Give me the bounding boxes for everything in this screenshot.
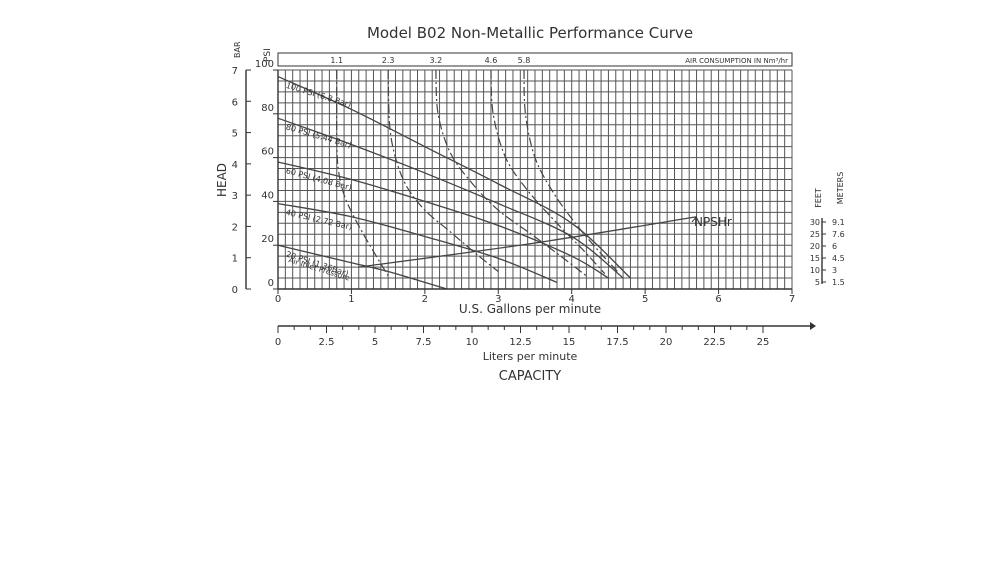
x-tick-label: 6 bbox=[715, 294, 721, 305]
air-header-box bbox=[277, 52, 793, 67]
air-value-label: 1.1 bbox=[330, 56, 343, 65]
feet-tick-label: 25 bbox=[810, 230, 820, 239]
feet-tick-label: 5 bbox=[815, 278, 820, 287]
bar-axis-label: BAR bbox=[233, 41, 242, 58]
series-line-2 bbox=[277, 161, 609, 279]
meters-tick-label: 9.1 bbox=[832, 218, 845, 227]
air-consumption-label: AIR CONSUMPTION IN Nm³/hr bbox=[685, 57, 788, 65]
chart-title: Model B02 Non-Metallic Performance Curve bbox=[367, 24, 693, 42]
x-axis-title: U.S. Gallons per minute bbox=[459, 302, 601, 316]
tick-labels: 0 1 2 3 4 5 6 7 0 20 40 60 80 100 0 1 2 3 4 5 6 7 0 2.5 5 7.5 10 12… bbox=[232, 56, 845, 348]
lpm-tick-label: 25 bbox=[757, 337, 770, 348]
x-tick-label: 2 bbox=[422, 294, 428, 305]
x-tick-label: 4 bbox=[569, 294, 575, 305]
series-line-3 bbox=[277, 202, 558, 284]
axes bbox=[245, 52, 823, 330]
air-value-label: 3.2 bbox=[430, 56, 443, 65]
bar-tick-label: 7 bbox=[232, 66, 238, 77]
lpm-tick-label: 15 bbox=[563, 337, 576, 348]
psi-axis-label: PSI bbox=[263, 48, 273, 62]
x-tick-label: 7 bbox=[789, 294, 795, 305]
lpm-tick-label: 12.5 bbox=[509, 337, 531, 348]
psi-tick-label: 20 bbox=[261, 234, 274, 245]
meters-tick-label: 3 bbox=[832, 266, 837, 275]
air-value-label: 2.3 bbox=[382, 56, 395, 65]
bar-tick-label: 5 bbox=[232, 129, 238, 140]
x-tick-label: 1 bbox=[348, 294, 354, 305]
psi-tick-label: 100 bbox=[255, 59, 274, 70]
series-line-0 bbox=[277, 75, 631, 279]
npsh-label: NPSHr bbox=[694, 215, 732, 229]
air-value-label: 5.8 bbox=[518, 56, 531, 65]
psi-tick-label: 0 bbox=[268, 278, 274, 289]
series-line-1 bbox=[277, 117, 624, 279]
meters-tick-label: 7.6 bbox=[832, 230, 845, 239]
feet-tick-label: 15 bbox=[810, 254, 820, 263]
air-value-label: 4.6 bbox=[485, 56, 498, 65]
meters-tick-label: 6 bbox=[832, 242, 837, 251]
feet-tick-label: 10 bbox=[810, 266, 820, 275]
bar-tick-label: 3 bbox=[232, 191, 238, 202]
feet-tick-label: 20 bbox=[810, 242, 820, 251]
meters-axis-label: METERS bbox=[836, 172, 845, 205]
performance-series: 100 PSI (6.8 Bar)80 PSI (5.44 Bar)60 PSI… bbox=[277, 75, 697, 290]
series-label: 100 PSI (6.8 Bar) bbox=[285, 81, 352, 109]
psi-tick-label: 40 bbox=[261, 190, 274, 201]
npsh-leader bbox=[691, 216, 697, 223]
lpm-tick-label: 20 bbox=[660, 337, 673, 348]
series-line-4 bbox=[277, 244, 448, 290]
lpm-tick-label: 7.5 bbox=[416, 337, 432, 348]
series-label: 40 PSI (2.72 Bar) bbox=[285, 208, 353, 232]
npsh-curve bbox=[358, 216, 697, 268]
psi-tick-label: 80 bbox=[261, 103, 274, 114]
bar-tick-label: 0 bbox=[232, 285, 238, 296]
feet-tick-label: 30 bbox=[810, 218, 820, 227]
bar-tick-label: 4 bbox=[232, 160, 238, 171]
lpm-tick-label: 10 bbox=[466, 337, 479, 348]
air-curve-1.1 bbox=[336, 69, 389, 277]
lpm-tick-label: 5 bbox=[372, 337, 378, 348]
lpm-tick-label: 22.5 bbox=[703, 337, 725, 348]
grid bbox=[277, 69, 793, 290]
lpm-tick-label: 2.5 bbox=[319, 337, 335, 348]
lpm-tick-label: 17.5 bbox=[606, 337, 628, 348]
lpm-axis-arrow bbox=[810, 322, 816, 330]
air-curve-5.8 bbox=[523, 69, 620, 275]
lpm-tick-label: 0 bbox=[275, 337, 281, 348]
bar-tick-label: 6 bbox=[232, 97, 238, 108]
lpm-axis-title: Liters per minute bbox=[483, 350, 578, 363]
bar-tick-label: 2 bbox=[232, 222, 238, 233]
psi-tick-label: 60 bbox=[261, 147, 274, 158]
x-tick-label: 5 bbox=[642, 294, 648, 305]
capacity-label: CAPACITY bbox=[499, 369, 561, 384]
air-curve-4.6 bbox=[490, 69, 606, 275]
meters-tick-label: 1.5 bbox=[832, 278, 845, 287]
x-tick-label: 3 bbox=[495, 294, 501, 305]
x-tick-label: 0 bbox=[275, 294, 281, 305]
head-label: HEAD bbox=[215, 163, 229, 197]
meters-tick-label: 4.5 bbox=[832, 254, 845, 263]
feet-axis-label: FEET bbox=[814, 188, 823, 208]
bar-tick-label: 1 bbox=[232, 254, 238, 265]
